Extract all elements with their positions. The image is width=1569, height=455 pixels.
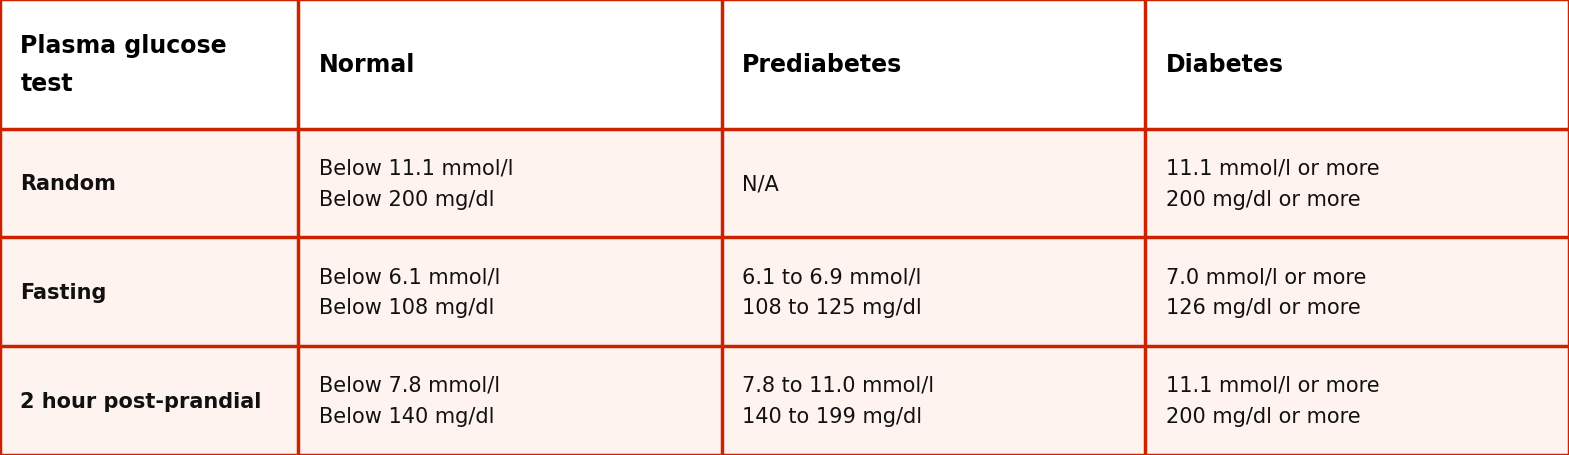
Text: Below 11.1 mmol/l
Below 200 mg/dl: Below 11.1 mmol/l Below 200 mg/dl xyxy=(319,158,513,209)
Bar xyxy=(298,130,722,238)
Text: Fasting: Fasting xyxy=(20,282,107,302)
Bar xyxy=(1145,238,1569,346)
Bar xyxy=(0,130,298,238)
Text: N/A: N/A xyxy=(742,174,778,194)
Text: Below 7.8 mmol/l
Below 140 mg/dl: Below 7.8 mmol/l Below 140 mg/dl xyxy=(319,375,499,426)
Bar xyxy=(1145,346,1569,455)
Bar xyxy=(0,346,298,455)
Text: Below 6.1 mmol/l
Below 108 mg/dl: Below 6.1 mmol/l Below 108 mg/dl xyxy=(319,267,501,318)
Bar xyxy=(722,130,1145,238)
Text: Plasma glucose
test: Plasma glucose test xyxy=(20,34,228,96)
Text: 6.1 to 6.9 mmol/l
108 to 125 mg/dl: 6.1 to 6.9 mmol/l 108 to 125 mg/dl xyxy=(742,267,923,318)
Bar xyxy=(298,0,722,130)
Bar xyxy=(1145,0,1569,130)
Text: 7.8 to 11.0 mmol/l
140 to 199 mg/dl: 7.8 to 11.0 mmol/l 140 to 199 mg/dl xyxy=(742,375,934,426)
Text: Prediabetes: Prediabetes xyxy=(742,53,902,77)
Bar xyxy=(298,238,722,346)
Bar xyxy=(1145,130,1569,238)
Bar xyxy=(722,0,1145,130)
Text: 11.1 mmol/l or more
200 mg/dl or more: 11.1 mmol/l or more 200 mg/dl or more xyxy=(1166,158,1379,209)
Bar xyxy=(722,346,1145,455)
Text: Normal: Normal xyxy=(319,53,414,77)
Bar xyxy=(298,346,722,455)
Bar xyxy=(0,0,298,130)
Bar xyxy=(0,238,298,346)
Text: 2 hour post-prandial: 2 hour post-prandial xyxy=(20,391,262,410)
Text: Random: Random xyxy=(20,174,116,194)
Text: Diabetes: Diabetes xyxy=(1166,53,1283,77)
Text: 7.0 mmol/l or more
126 mg/dl or more: 7.0 mmol/l or more 126 mg/dl or more xyxy=(1166,267,1367,318)
Bar xyxy=(722,238,1145,346)
Text: 11.1 mmol/l or more
200 mg/dl or more: 11.1 mmol/l or more 200 mg/dl or more xyxy=(1166,375,1379,426)
